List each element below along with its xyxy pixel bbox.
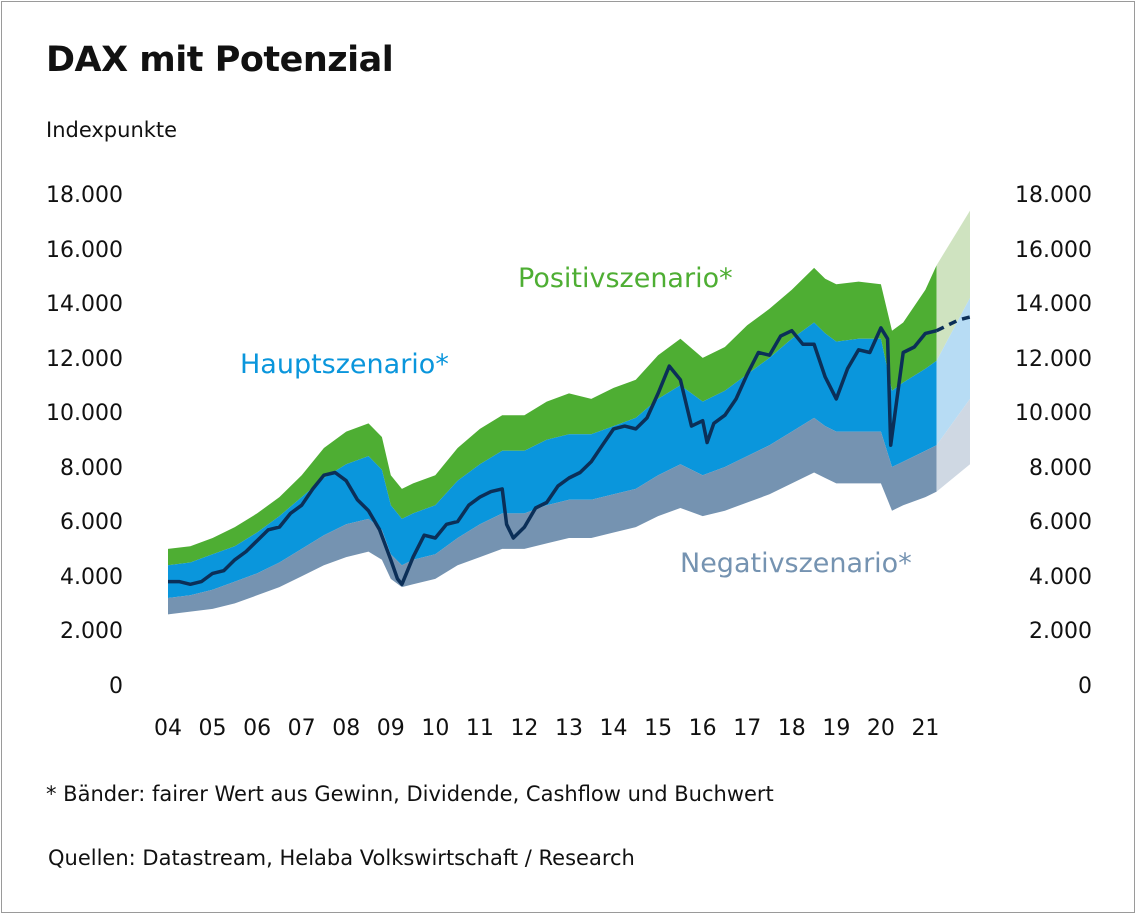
y-tick-label-right: 10.000 (1015, 401, 1092, 427)
x-tick-label: 09 (376, 716, 405, 741)
y-tick-label-left: 10.000 (46, 401, 123, 427)
y-tick-label-left: 12.000 (46, 346, 123, 372)
negative-scenario-forecast-band (936, 398, 970, 492)
y-tick-label-left: 14.000 (46, 292, 123, 318)
x-tick-label: 15 (644, 716, 673, 741)
negative-scenario-band (168, 417, 937, 615)
main-scenario-forecast-band (936, 297, 970, 446)
dax-forecast-line (935, 315, 971, 333)
x-tick-label: 06 (243, 716, 272, 741)
y-tick-label-right: 4.000 (1029, 564, 1092, 590)
footnote: * Bänder: fairer Wert aus Gewinn, Divide… (46, 782, 774, 806)
positive-scenario-band (168, 265, 937, 566)
x-tick-label: 21 (911, 716, 940, 741)
y-tick-label-right: 0 (1078, 674, 1092, 699)
x-tick-label: 10 (421, 716, 450, 741)
y-tick-label-right: 2.000 (1029, 619, 1092, 645)
y-tick-label-right: 18.000 (1015, 183, 1092, 208)
main-scenario-band (168, 322, 937, 598)
positive-scenario-forecast-band (936, 210, 970, 361)
y-tick-label-right: 16.000 (1015, 237, 1092, 263)
positive-scenario-label: Positivszenario* (518, 263, 733, 294)
y-tick-label-left: 16.000 (46, 237, 123, 263)
x-tick-label: 14 (599, 716, 628, 741)
y-tick-label-left: 0 (109, 674, 123, 699)
y-tick-label-right: 8.000 (1029, 455, 1092, 481)
y-tick-label-right: 12.000 (1015, 346, 1092, 372)
y-tick-label-left: 6.000 (60, 510, 123, 536)
y-tick-label-left: 8.000 (60, 455, 123, 481)
x-tick-label: 17 (733, 716, 762, 741)
x-tick-label: 04 (154, 716, 182, 741)
x-tick-label: 11 (465, 716, 494, 741)
dax-index-line (168, 326, 938, 587)
x-tick-label: 05 (198, 716, 227, 741)
y-tick-label-right: 6.000 (1029, 510, 1092, 536)
x-tick-label: 20 (866, 716, 895, 741)
y-tick-label-left: 4.000 (60, 564, 123, 590)
x-tick-label: 13 (555, 716, 583, 741)
x-tick-label: 08 (332, 716, 361, 741)
y-tick-label-right: 14.000 (1015, 292, 1092, 318)
x-tick-label: 18 (777, 716, 806, 741)
chart-title: DAX mit Potenzial (46, 40, 394, 80)
source-note: Quellen: Datastream, Helaba Volkswirtsch… (48, 846, 635, 870)
x-tick-label: 16 (688, 716, 717, 741)
y-axis-unit-label: Indexpunkte (46, 118, 178, 142)
y-tick-label-left: 2.000 (60, 619, 123, 645)
y-tick-label-left: 18.000 (46, 183, 123, 208)
x-tick-label: 07 (287, 716, 316, 741)
x-tick-label: 12 (510, 716, 539, 741)
negative-scenario-label: Negativszenario* (680, 548, 912, 579)
x-tick-label: 19 (822, 716, 851, 741)
main-scenario-label: Hauptszenario* (240, 349, 449, 380)
